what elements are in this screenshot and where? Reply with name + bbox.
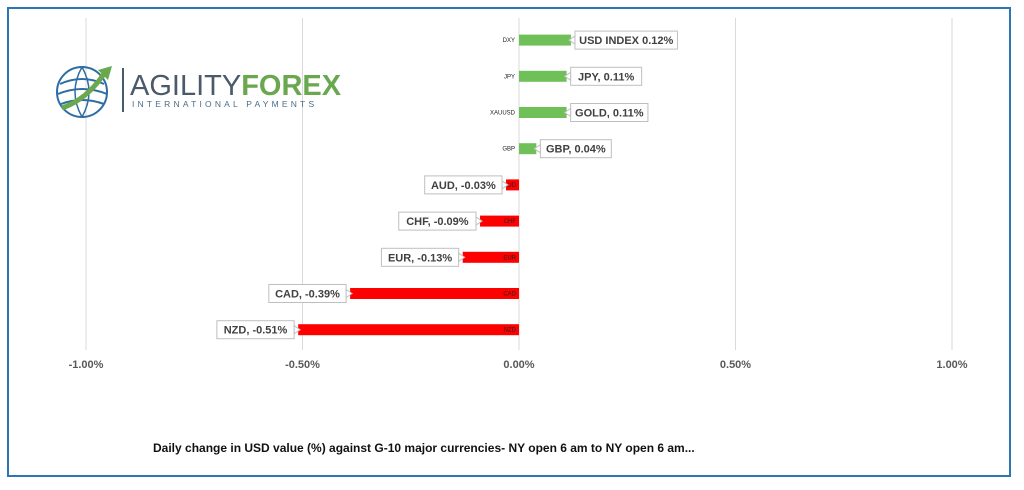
bar xyxy=(298,324,519,336)
category-label: AUD xyxy=(503,183,516,189)
category-label: JPY xyxy=(504,74,515,80)
bar xyxy=(519,107,567,118)
data-label: GBP, 0.04% xyxy=(546,144,606,156)
logo-wordmark: AGILITYFOREX xyxy=(130,70,342,102)
category-label: XAUUSD xyxy=(490,111,516,117)
category-label: GBP xyxy=(502,147,515,153)
data-label-pointer xyxy=(475,216,483,227)
bar xyxy=(519,70,567,82)
data-label-pointer xyxy=(458,252,466,263)
globe-arrow-icon xyxy=(56,66,112,118)
x-tick-label: -1.00% xyxy=(69,359,104,371)
data-label: NZD, -0.51% xyxy=(224,325,288,337)
category-label: EUR xyxy=(503,255,516,261)
data-label-pointer xyxy=(533,143,541,154)
data-label: EUR, -0.13% xyxy=(388,252,452,264)
data-label-pointer xyxy=(293,324,302,335)
x-tick-label: 0.00% xyxy=(503,359,534,371)
data-label: CAD, -0.39% xyxy=(275,289,340,301)
x-tick-label: 1.00% xyxy=(936,359,967,371)
logo-divider xyxy=(122,68,124,112)
bar xyxy=(350,288,519,299)
data-label-pointer xyxy=(563,71,572,82)
bar xyxy=(519,143,537,155)
x-tick-label: 0.50% xyxy=(720,359,751,371)
bar xyxy=(506,179,519,191)
category-label: CHF xyxy=(504,219,517,225)
data-label: AUD, -0.03% xyxy=(431,180,496,192)
data-label-pointer xyxy=(501,179,509,190)
data-label-pointer xyxy=(345,288,354,299)
data-label: CHF, -0.09% xyxy=(406,216,469,228)
data-label: USD INDEX 0.12% xyxy=(579,35,673,47)
category-label: CAD xyxy=(503,292,516,298)
category-label: DXY xyxy=(503,38,515,44)
logo-tagline: INTERNATIONAL PAYMENTS xyxy=(132,99,318,109)
data-label-pointer xyxy=(563,107,572,118)
data-label: JPY, 0.11% xyxy=(578,71,634,83)
x-tick-label: -0.50% xyxy=(285,359,320,371)
data-label: GOLD, 0.11% xyxy=(575,108,644,120)
chart-frame xyxy=(7,7,1011,477)
bar xyxy=(462,251,519,263)
data-label-pointer xyxy=(568,35,576,46)
agilityforex-logo: AGILITYFOREX INTERNATIONAL PAYMENTS xyxy=(52,60,341,120)
bar xyxy=(480,215,519,227)
bar xyxy=(519,34,571,46)
chart-caption: Daily change in USD value (%) against G-… xyxy=(153,441,695,455)
category-label: NZD xyxy=(504,328,517,334)
